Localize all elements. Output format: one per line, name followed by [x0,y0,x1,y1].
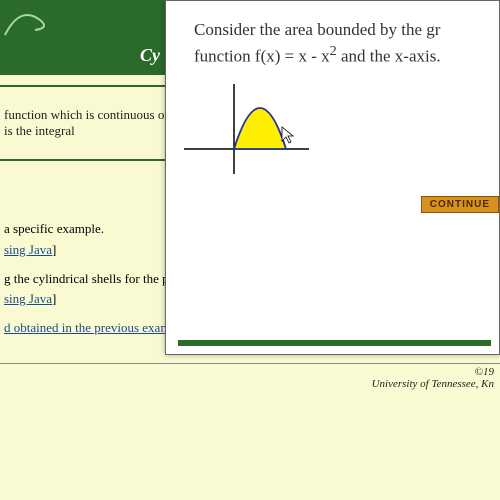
popup-bottom-bar [178,340,491,346]
java-link-2[interactable]: sing Java [4,291,52,306]
parabola-area [234,108,286,149]
previous-example-link[interactable]: d obtained in the previous example. [4,320,190,335]
footer-divider [0,363,500,364]
popup-content: Consider the area bounded by the gr func… [166,1,499,195]
continue-button[interactable]: CONTINUE [421,196,499,213]
institution: University of Tennessee, Kn [372,378,494,390]
problem-text-line2: function f(x) = x - x2 and the x-axis. [194,42,483,69]
function-graph [184,79,324,179]
java-link-1[interactable]: sing Java [4,242,52,257]
decorative-swirl [0,0,60,40]
lesson-popup: Consider the area bounded by the gr func… [165,0,500,355]
problem-text-line1: Consider the area bounded by the gr [194,19,483,42]
page-title: Cy [140,45,160,66]
footer-text: ©19 University of Tennessee, Kn [372,366,494,390]
copyright: ©19 [372,366,494,378]
